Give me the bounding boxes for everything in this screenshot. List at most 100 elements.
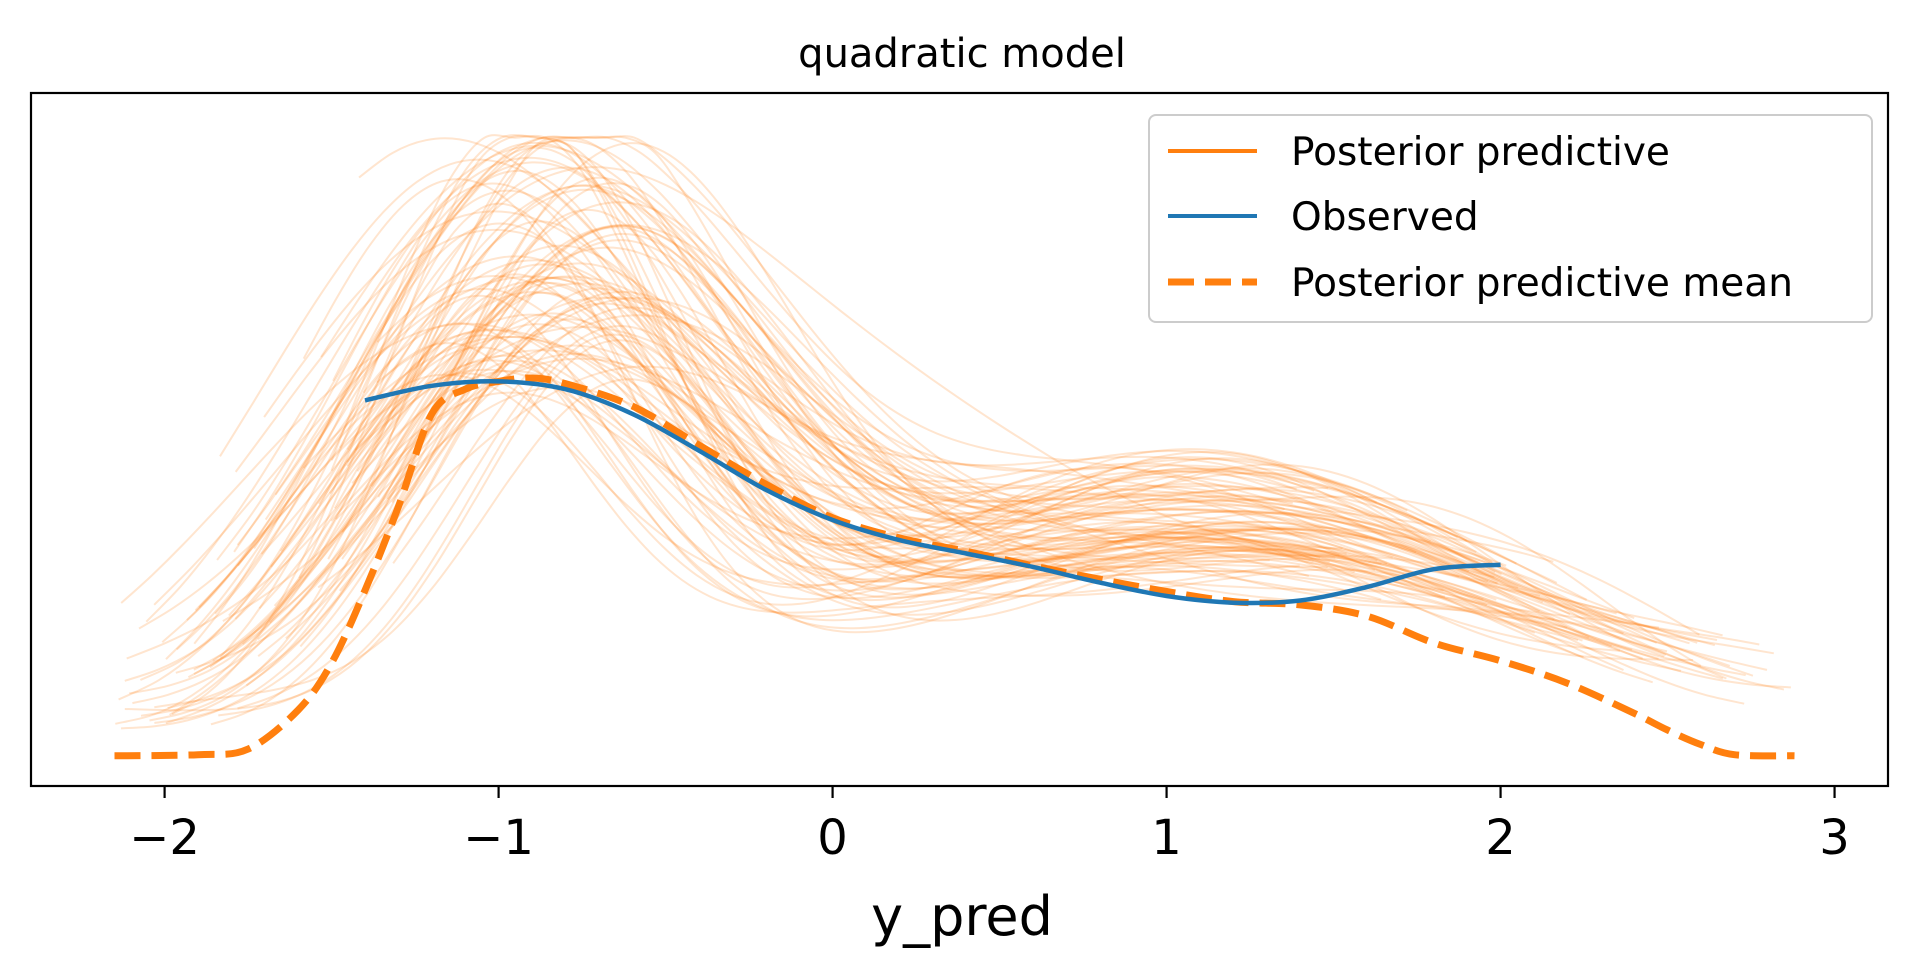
posterior-sample-line — [219, 158, 1536, 634]
posterior-sample-line — [175, 290, 1665, 674]
posterior-sample-line — [126, 201, 1694, 661]
x-tick-label: −1 — [463, 810, 534, 866]
posterior-sample-line — [186, 222, 1298, 621]
posterior-sample-line — [140, 276, 1410, 717]
posterior-sample-line — [165, 281, 1568, 725]
posterior-sample-line — [298, 134, 1502, 609]
posterior-sample-line — [228, 346, 1378, 617]
posterior-sample-line — [165, 166, 1343, 660]
posterior-sample-line — [169, 386, 1702, 716]
legend-box — [1148, 114, 1873, 323]
posterior-sample-line — [193, 353, 1270, 675]
legend: Posterior predictive Observed Posterior … — [1148, 114, 1873, 323]
posterior-sample-line — [354, 349, 1540, 613]
posterior-sample-line — [386, 359, 1321, 630]
posterior-sample-line — [149, 140, 1633, 722]
posterior-sample-line — [167, 182, 1484, 709]
posterior-sample-line — [346, 328, 1785, 691]
posterior-sample-line — [257, 224, 1571, 640]
posterior-sample-line — [138, 275, 1495, 630]
posterior-sample-line — [153, 275, 1658, 644]
posterior-sample-line — [242, 223, 1310, 645]
observed-group — [364, 379, 1501, 606]
x-tick-label: 2 — [1485, 810, 1516, 866]
posterior-sample-line — [302, 178, 1635, 620]
posterior-sample-line — [358, 137, 1700, 636]
posterior-sample-line — [327, 135, 1517, 565]
posterior-sample-line — [120, 322, 1340, 604]
posterior-sample-line — [341, 142, 1333, 560]
posterior-sample-line — [273, 344, 1654, 684]
legend-label-posterior-predictive-mean: Posterior predictive mean — [1291, 261, 1793, 306]
posterior-sample-line — [209, 296, 1315, 669]
posterior-sample-line — [386, 239, 1746, 677]
x-axis-ticks: −2 −1 0 1 2 3 — [129, 786, 1850, 866]
posterior-sample-line — [210, 318, 1470, 726]
posterior-sample-line — [268, 220, 1768, 671]
posterior-sample-line — [362, 322, 1579, 642]
posterior-sample-line — [274, 255, 1293, 521]
posterior-sample-line — [376, 275, 1718, 641]
posterior-sample-line — [299, 208, 1382, 648]
posterior-sample-line — [253, 135, 1541, 597]
plot-frame — [29, 91, 1890, 788]
posterior-samples-group — [115, 134, 1791, 730]
posterior-sample-line — [124, 339, 1682, 712]
posterior-sample-line — [115, 184, 1660, 725]
posterior-sample-line — [356, 282, 1378, 562]
posterior-sample-line — [390, 273, 1446, 600]
posterior-sample-line — [216, 161, 1617, 615]
observed-line — [364, 379, 1501, 606]
posterior-sample-line — [317, 365, 1731, 667]
x-tick-label: 3 — [1819, 810, 1850, 866]
posterior-sample-line — [330, 134, 1554, 563]
posterior-sample-line — [302, 335, 1519, 589]
posterior-sample-line — [171, 202, 1584, 716]
posterior-sample-line — [257, 224, 1408, 657]
posterior-sample-line — [285, 302, 1716, 647]
posterior-sample-line — [330, 391, 1285, 540]
posterior-sample-line — [222, 297, 1624, 672]
posterior-sample-line — [218, 333, 1376, 717]
posterior-sample-line — [335, 357, 1754, 677]
posterior-sample-line — [212, 276, 1643, 662]
posterior-sample-line — [258, 244, 1493, 610]
posterior-sample-line — [154, 378, 1745, 709]
posterior-sample-line — [270, 359, 1698, 644]
posterior-sample-line — [118, 184, 1727, 701]
posterior-sample-line — [219, 294, 1432, 659]
posterior-sample-line — [214, 169, 1314, 622]
posterior-sample-line — [263, 210, 1495, 567]
posterior-sample-line — [280, 372, 1668, 653]
posterior-sample-line — [194, 259, 1498, 611]
posterior-sample-line — [245, 296, 1499, 687]
posterior-sample-line — [320, 144, 1459, 539]
posterior-sample-line — [377, 291, 1588, 601]
posterior-sample-line — [161, 139, 1583, 643]
posterior-sample-line — [332, 182, 1355, 599]
posterior-sample-line — [341, 246, 1393, 559]
posterior-sample-line — [233, 141, 1624, 635]
posterior-sample-line — [129, 137, 1774, 695]
posterior-sample-line — [234, 228, 1659, 660]
posterior-sample-line — [330, 134, 1690, 645]
posterior-sample-line — [236, 135, 1460, 578]
posterior-sample-line — [351, 326, 1417, 554]
legend-label-posterior-predictive: Posterior predictive — [1291, 130, 1670, 175]
posterior-sample-line — [339, 232, 1347, 592]
posterior-sample-line — [187, 323, 1388, 679]
posterior-sample-line — [193, 189, 1487, 645]
posterior-sample-line — [346, 335, 1477, 553]
posterior-sample-line — [234, 354, 1382, 620]
posterior-sample-line — [145, 156, 1497, 623]
x-tick-label: −2 — [129, 810, 200, 866]
x-tick-label: 1 — [1151, 810, 1182, 866]
posterior-sample-line — [370, 262, 1496, 574]
x-tick-label: 0 — [817, 810, 848, 866]
posterior-sample-line — [264, 287, 1558, 584]
posterior-sample-line — [391, 176, 1555, 621]
posterior-sample-line — [338, 166, 1760, 646]
x-axis-label: y_pred — [871, 885, 1053, 948]
legend-label-observed: Observed — [1291, 195, 1479, 240]
